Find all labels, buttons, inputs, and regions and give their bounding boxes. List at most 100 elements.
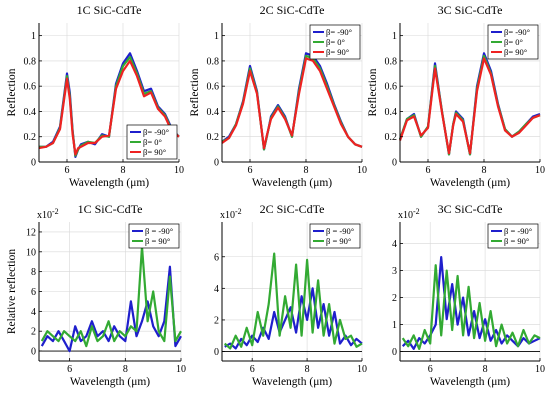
y-tick-label: 2 bbox=[392, 293, 397, 304]
x-tick-label: 10 bbox=[535, 165, 545, 176]
axis-scale-label: x10-2 bbox=[220, 207, 242, 221]
x-tick-label: 8 bbox=[304, 165, 309, 176]
legend: β = -90°β = 90° bbox=[309, 223, 361, 249]
y-tick-label: 0.6 bbox=[385, 82, 398, 93]
x-tick-label: 8 bbox=[482, 165, 487, 176]
series-line-2 bbox=[401, 264, 541, 350]
y-tick-label: 2 bbox=[31, 327, 36, 338]
y-tick-label: 1 bbox=[31, 31, 36, 42]
y-tick-label: 1 bbox=[214, 31, 219, 42]
series-line-3 bbox=[221, 57, 363, 150]
y-axis-label: Relative reflection bbox=[6, 249, 18, 335]
series-line-3 bbox=[38, 59, 180, 156]
legend-label: β = -90° bbox=[145, 226, 173, 236]
y-tick-label: 4 bbox=[392, 239, 397, 250]
axis-scale-base: x10 bbox=[37, 210, 52, 221]
chart-title: 2C SiC-CdTe bbox=[260, 202, 325, 216]
x-tick-label: 10 bbox=[176, 364, 186, 375]
legend-label: β= 0° bbox=[326, 37, 345, 47]
legend-label: β= -90° bbox=[143, 127, 169, 137]
x-tick-label: 6 bbox=[428, 364, 433, 375]
axis-scale-label: x10-2 bbox=[37, 207, 59, 221]
legend-label: β = 90° bbox=[504, 236, 529, 246]
x-tick-label: 10 bbox=[535, 364, 545, 375]
x-tick-label: 6 bbox=[426, 165, 431, 176]
y-tick-label: 0 bbox=[392, 347, 397, 358]
y-axis-label: Reflection bbox=[189, 68, 201, 116]
legend-label: β= 90° bbox=[143, 147, 166, 157]
series-line-2 bbox=[223, 252, 363, 350]
legend-label: β = -90° bbox=[326, 226, 354, 236]
y-tick-label: 0.6 bbox=[207, 82, 220, 93]
axis-scale-base: x10 bbox=[398, 210, 413, 221]
y-tick-label: 0 bbox=[31, 158, 36, 169]
y-tick-label: 0.2 bbox=[24, 132, 37, 143]
legend-label: β= 90° bbox=[326, 47, 349, 57]
legend: β= -90°β= 0°β= 90° bbox=[309, 24, 361, 60]
chart-3: 6 8 10 0 0.2 0.4 0.6 0.8 1 3C SiC-CdTe Wavelength … bbox=[367, 3, 545, 189]
y-tick-label: 0.8 bbox=[24, 56, 37, 67]
legend-label: β = 90° bbox=[145, 236, 170, 246]
legend-label: β= 90° bbox=[504, 47, 527, 57]
y-tick-label: 0.4 bbox=[207, 107, 220, 118]
chart-1: 6 8 10 0 0.2 0.4 0.6 0.8 1 1C SiC-CdTe Wavelength … bbox=[6, 3, 184, 189]
x-tick-label: 6 bbox=[248, 165, 253, 176]
legend-label: β= -90° bbox=[326, 27, 352, 37]
series-line-3 bbox=[398, 57, 541, 155]
y-tick-label: 12 bbox=[26, 227, 36, 238]
y-tick-label: 6 bbox=[31, 287, 36, 298]
y-tick-label: 0 bbox=[392, 158, 397, 169]
y-tick-label: 4 bbox=[31, 307, 36, 318]
y-tick-label: 6 bbox=[214, 252, 219, 263]
chart-6: 6 8 10 0 1 2 3 4 3C SiC-CdTe Wavelength (μm) x10-2… bbox=[392, 202, 545, 388]
legend-box bbox=[309, 223, 361, 249]
y-axis-label: Reflection bbox=[6, 68, 18, 116]
legend-box bbox=[128, 223, 180, 249]
x-axis-label: Wavelength (μm) bbox=[252, 376, 332, 388]
legend-label: β = -90° bbox=[504, 226, 532, 236]
axis-scale-base: x10 bbox=[220, 210, 235, 221]
y-tick-label: 0.4 bbox=[385, 107, 398, 118]
chart-2: 6 8 10 0 0.2 0.4 0.6 0.8 1 2C SiC-CdTe Wavelength … bbox=[189, 3, 367, 189]
axis-scale-label: x10-2 bbox=[398, 207, 420, 221]
legend: β= -90°β= 0°β= 90° bbox=[487, 24, 539, 60]
y-tick-label: 0.6 bbox=[24, 82, 37, 93]
chart-title: 3C SiC-CdTe bbox=[438, 3, 503, 17]
legend: β= -90°β= 0°β= 90° bbox=[126, 124, 178, 160]
axis-scale-exponent: -2 bbox=[235, 207, 242, 216]
legend-label: β= -90° bbox=[504, 27, 530, 37]
chart-title: 1C SiC-CdTe bbox=[77, 3, 142, 17]
chart-title: 1C SiC-CdTe bbox=[78, 202, 143, 216]
chart-5: 6 8 10 0 2 4 6 2C SiC-CdTe Wavelength (μm) x10-2 β… bbox=[214, 202, 367, 388]
x-tick-label: 6 bbox=[67, 364, 72, 375]
y-tick-label: 1 bbox=[392, 320, 397, 331]
y-tick-label: 0.2 bbox=[385, 132, 398, 143]
y-tick-label: 2 bbox=[214, 315, 219, 326]
y-tick-label: 4 bbox=[214, 284, 219, 295]
y-tick-label: 0.4 bbox=[24, 107, 37, 118]
chart-title: 2C SiC-CdTe bbox=[260, 3, 325, 17]
x-tick-label: 6 bbox=[65, 165, 70, 176]
x-tick-label: 6 bbox=[250, 364, 255, 375]
legend-box bbox=[487, 223, 539, 249]
x-tick-label: 8 bbox=[483, 364, 488, 375]
legend-label: β = 90° bbox=[326, 236, 351, 246]
y-axis-label: Reflection bbox=[367, 68, 379, 116]
y-tick-label: 0.2 bbox=[207, 132, 220, 143]
legend: β = -90°β = 90° bbox=[487, 223, 539, 249]
axis-scale-exponent: -2 bbox=[52, 207, 59, 216]
y-tick-label: 0 bbox=[214, 158, 219, 169]
y-tick-label: 10 bbox=[26, 247, 36, 258]
y-tick-label: 1 bbox=[392, 31, 397, 42]
chart-4: 6 8 10 0 2 4 6 8 10 12 1C SiC-CdTe Wavelength (μm) R… bbox=[6, 202, 186, 388]
x-tick-label: 10 bbox=[357, 364, 367, 375]
x-tick-label: 8 bbox=[121, 165, 126, 176]
grid bbox=[39, 222, 182, 361]
x-axis-label: Wavelength (μm) bbox=[69, 177, 149, 189]
x-tick-label: 8 bbox=[123, 364, 128, 375]
legend-label: β= 0° bbox=[143, 137, 162, 147]
x-tick-label: 10 bbox=[174, 165, 184, 176]
y-tick-label: 0 bbox=[214, 347, 219, 358]
chart-title: 3C SiC-CdTe bbox=[438, 202, 503, 216]
y-tick-label: 3 bbox=[392, 266, 397, 277]
